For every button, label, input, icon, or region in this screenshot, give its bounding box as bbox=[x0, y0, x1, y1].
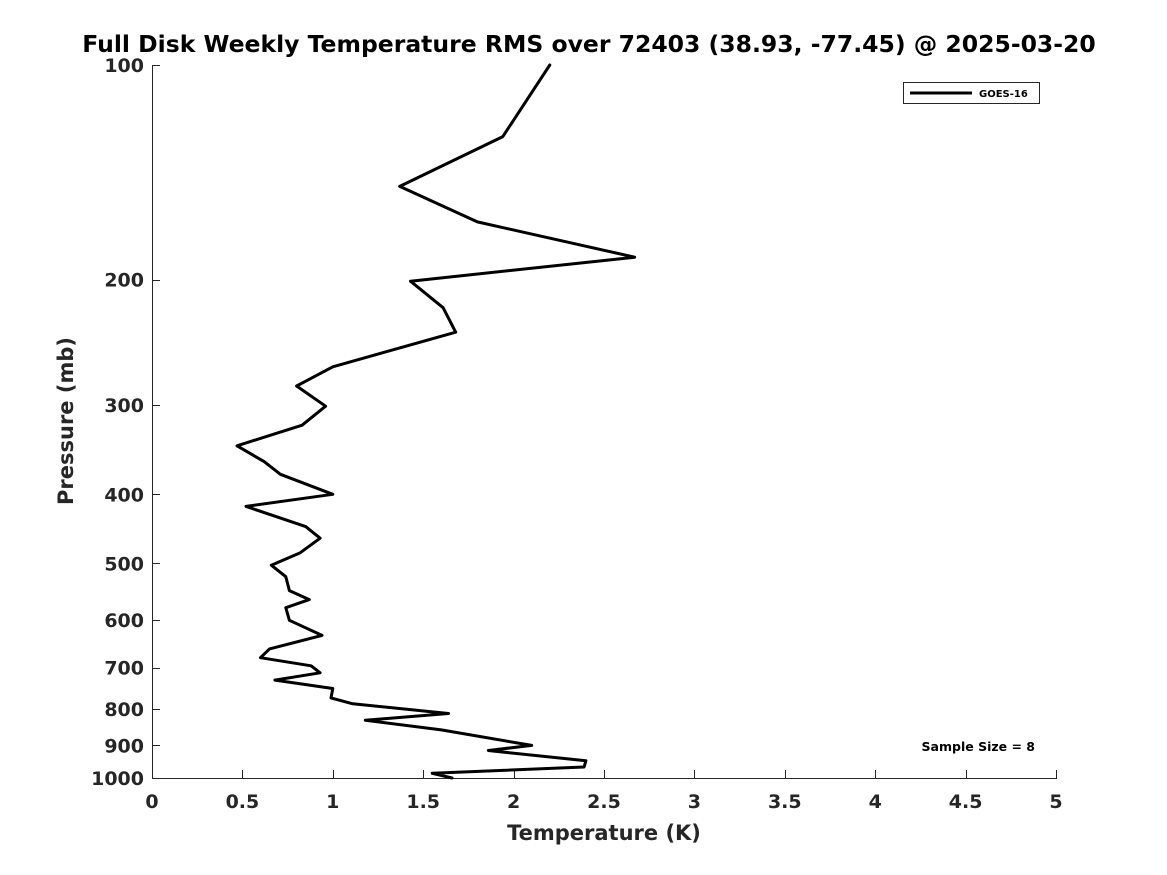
x-tick-label: 2 bbox=[507, 791, 520, 813]
sample-size-annotation: Sample Size = 8 bbox=[922, 739, 1035, 754]
y-tick-label: 1000 bbox=[91, 768, 144, 790]
y-tick-label: 200 bbox=[104, 270, 144, 292]
x-tick-label: 1 bbox=[326, 791, 339, 813]
plot-area bbox=[152, 65, 1057, 779]
x-tick-label: 3.5 bbox=[768, 791, 802, 813]
legend: GOES-16 bbox=[903, 82, 1040, 104]
legend-label-goes-16: GOES-16 bbox=[979, 89, 1028, 100]
x-tick-label: 3 bbox=[688, 791, 701, 813]
y-tick-label: 400 bbox=[104, 484, 144, 506]
y-tick-label: 700 bbox=[104, 658, 144, 680]
y-tick-label: 500 bbox=[104, 553, 144, 575]
x-axis-ticks: 0 0.5 1 1.5 2 2.5 3 3.5 4 4.5 5 bbox=[145, 770, 1063, 813]
y-tick-label: 600 bbox=[104, 610, 144, 632]
x-tick-label: 0.5 bbox=[226, 791, 260, 813]
x-tick-label: 2.5 bbox=[587, 791, 621, 813]
series-line-goes-16 bbox=[235, 63, 637, 780]
y-tick-label: 900 bbox=[104, 735, 144, 757]
x-axis-label: Temperature (K) bbox=[507, 821, 701, 845]
x-tick-label: 5 bbox=[1049, 791, 1062, 813]
y-tick-label: 300 bbox=[104, 395, 144, 417]
chart-title: Full Disk Weekly Temperature RMS over 72… bbox=[82, 30, 1096, 58]
series-layer bbox=[235, 63, 637, 780]
y-tick-label: 800 bbox=[104, 699, 144, 721]
x-tick-label: 4 bbox=[869, 791, 882, 813]
y-axis-label: Pressure (mb) bbox=[54, 337, 78, 505]
x-tick-label: 0 bbox=[145, 791, 158, 813]
y-tick-label: 100 bbox=[104, 55, 144, 77]
y-axis-ticks: 100 200 300 400 500 600 700 800 900 1000 bbox=[91, 55, 160, 790]
x-tick-label: 1.5 bbox=[406, 791, 440, 813]
x-tick-label: 4.5 bbox=[949, 791, 983, 813]
